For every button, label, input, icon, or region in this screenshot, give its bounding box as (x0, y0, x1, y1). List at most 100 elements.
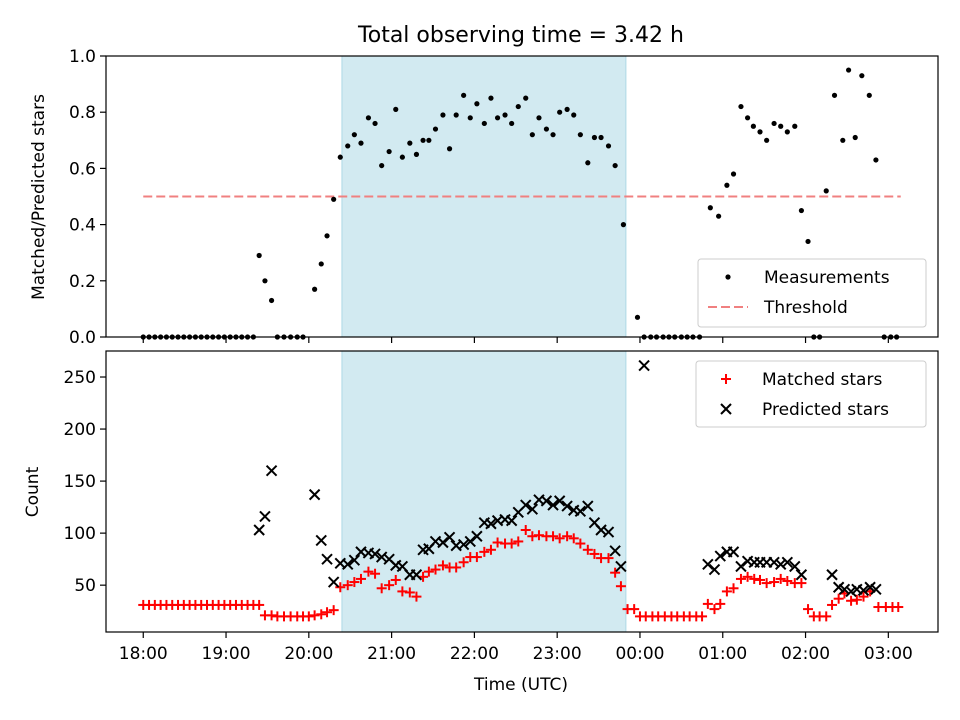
predicted-star-point (342, 558, 354, 571)
measurement-point (620, 222, 627, 228)
bottom-y-label: Count (23, 466, 43, 517)
measurement-point (358, 140, 364, 146)
measurement-point (461, 92, 467, 98)
measurement-point (845, 67, 852, 73)
x-tick-label: 22:00 (450, 644, 499, 664)
y-tick-label: 150 (64, 472, 96, 492)
predicted-star-point (526, 503, 539, 515)
predicted-star-point (410, 569, 423, 581)
measurement-point (467, 115, 473, 121)
predicted-star-point (774, 558, 787, 571)
measurement-point (738, 103, 744, 110)
predicted-star-point (540, 495, 553, 507)
bottom-legend-box (695, 360, 927, 428)
predicted-star-point (553, 495, 566, 507)
legend-predicted-label: Predicted stars (762, 400, 889, 420)
bottom-panel: 50 100 150 200 250 18:00 19:00 20:00 21:00 22:00 2… (23, 350, 939, 695)
measurement-point (612, 162, 618, 169)
legend-measurements-label: Measurements (764, 268, 890, 288)
predicted-star-point (348, 554, 361, 566)
y-tick-label: 0.8 (69, 103, 96, 123)
measurement-point (494, 115, 501, 121)
top-plot-area: 0.0 0.2 0.4 0.6 0.8 1.0 Measurements Threshold (69, 47, 939, 348)
x-tick-label: 00:00 (615, 644, 664, 664)
measurement-point (379, 162, 385, 169)
legend-threshold-label: Threshold (763, 298, 848, 318)
axes-frame (105, 350, 939, 633)
x-tick-label: 01:00 (698, 644, 747, 664)
measurement-point (792, 123, 798, 129)
predicted-star-point (383, 553, 395, 565)
measurement-point (515, 103, 521, 110)
x-tick-label: 20:00 (284, 644, 333, 664)
measurement-point (481, 120, 487, 127)
x-tick-label: 18:00 (119, 644, 168, 664)
measurement-point (413, 151, 420, 157)
measurement-point (591, 134, 598, 141)
predicted-star-point (588, 517, 601, 529)
measurement-point (577, 132, 583, 138)
predicted-star-point (491, 514, 504, 527)
y-tick-label: 50 (74, 576, 96, 596)
predicted-star-point (864, 581, 876, 593)
measurement-point (571, 112, 577, 118)
measurement-point (798, 207, 805, 214)
measurement-point (866, 92, 872, 98)
measurement-point (550, 132, 556, 138)
measurement-point (446, 146, 453, 152)
predicted-star-point (615, 560, 627, 573)
measurement-point (426, 137, 432, 143)
measurement-point (873, 157, 879, 163)
measurement-point (432, 126, 439, 132)
measurement-point (564, 106, 570, 112)
measurement-point (393, 106, 399, 112)
measurement-point (331, 196, 337, 202)
predicted-star-point (327, 576, 340, 588)
measurement-point (523, 95, 529, 101)
measurement-point (585, 160, 591, 166)
measurement-point (502, 112, 508, 118)
bottom-plot-area: 50 100 150 200 250 18:00 19:00 20:00 21:00 22:00 2… (64, 350, 939, 664)
predicted-star-point (574, 505, 587, 517)
measurement-point (365, 115, 372, 121)
predicted-star-point (520, 499, 532, 511)
y-tick-label: 100 (64, 524, 96, 544)
x-tick-label: 23:00 (533, 644, 582, 664)
predicted-star-point (450, 539, 462, 552)
measurement-point (852, 134, 858, 141)
measurement-point (407, 140, 413, 146)
predicted-star-point (708, 563, 721, 576)
y-tick-label: 0.0 (69, 328, 96, 348)
y-tick-label: 0.4 (69, 216, 96, 236)
measurement-point (536, 115, 542, 121)
measurement-point (372, 120, 378, 127)
predicted-star-point (735, 560, 747, 573)
measurement-point (716, 213, 722, 219)
predicted-star-point (702, 558, 714, 571)
measurement-point (778, 123, 784, 129)
measurement-point (744, 115, 751, 121)
measurement-point (262, 278, 268, 284)
predicted-star-point (714, 550, 726, 562)
predicted-star-point (727, 546, 740, 558)
measurement-point (345, 143, 351, 149)
measurement-point (730, 171, 737, 177)
predicted-star-point (768, 556, 780, 568)
x-axis-label: Time (UTC) (473, 675, 568, 695)
measurement-point (488, 95, 494, 101)
predicted-star-point (789, 560, 801, 573)
measurement-point (805, 238, 811, 245)
measurement-point (831, 92, 838, 98)
measurement-point (771, 120, 777, 127)
predicted-star-point (321, 553, 333, 565)
axes-frame (105, 55, 939, 338)
predicted-star-point (870, 583, 882, 596)
measurement-point (764, 137, 770, 143)
predicted-star-point (259, 510, 271, 523)
predicted-star-point (485, 518, 497, 530)
predicted-star-point (609, 545, 621, 557)
predicted-star-point (832, 581, 845, 593)
predicted-star-point (826, 569, 838, 581)
predicted-star-point (795, 569, 808, 581)
